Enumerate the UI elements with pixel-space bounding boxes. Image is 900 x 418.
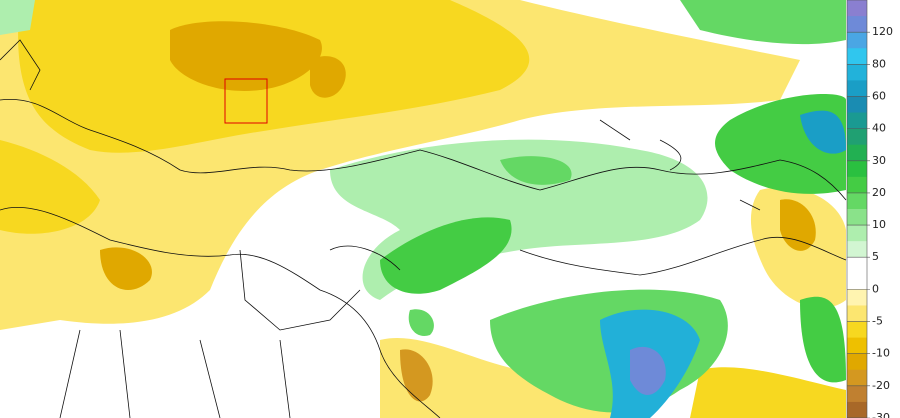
dry-area — [400, 349, 433, 402]
colorbar-tick-label: 120 — [872, 25, 893, 38]
boundary — [239, 245, 401, 331]
colorbar-tick-label: 5 — [872, 250, 879, 263]
colorbar-band — [847, 192, 867, 210]
colorbar-band — [847, 401, 867, 418]
colorbar-band — [847, 144, 867, 162]
colorbar-tick-label: 30 — [872, 154, 886, 167]
colorbar-tick-label: -30 — [872, 411, 890, 418]
map — [0, 0, 847, 418]
colorbar-tick-label: -20 — [872, 379, 890, 392]
colorbar-band — [847, 128, 867, 146]
colorbar-band — [847, 0, 867, 17]
colorbar-band — [847, 385, 867, 403]
colorbar-tick-label: 10 — [872, 218, 886, 231]
colorbar-band — [847, 241, 867, 258]
colorbar: 120 80 60 40 30 20 10 5 0 -5 -10 -20 -30 — [846, 0, 900, 418]
colorbar-band — [847, 337, 867, 355]
colorbar-band — [847, 209, 867, 226]
colorbar-band — [847, 112, 867, 130]
wet-area — [630, 346, 666, 395]
dry-area — [100, 247, 152, 290]
colorbar-frame — [846, 0, 868, 418]
colorbar-tick-label: 0 — [872, 282, 879, 295]
selection-box — [224, 78, 268, 124]
colorbar-band — [847, 353, 867, 371]
colorbar-tick-label: 80 — [872, 57, 886, 70]
colorbar-tick-label: 60 — [872, 89, 886, 102]
colorbar-band — [847, 80, 867, 97]
colorbar-band — [847, 96, 867, 114]
dry-area — [170, 21, 322, 91]
colorbar-tick-label: 40 — [872, 122, 886, 135]
wet-area — [408, 309, 434, 336]
colorbar-band — [847, 369, 867, 387]
boundary — [0, 206, 441, 418]
colorbar-band — [847, 305, 867, 323]
colorbar-band — [847, 16, 867, 33]
boundary — [0, 98, 847, 201]
colorbar-band — [847, 225, 867, 242]
colorbar-band — [847, 176, 867, 194]
colorbar-tick-label: -10 — [872, 347, 890, 360]
boundary — [0, 39, 761, 211]
colorbar-band — [847, 321, 867, 339]
wet-area — [380, 217, 512, 294]
wet-area — [680, 0, 846, 45]
wet-area — [800, 110, 846, 154]
colorbar-band — [847, 160, 867, 178]
colorbar-band — [847, 48, 867, 65]
colorbar-band — [847, 257, 867, 274]
colorbar-tick-label: 20 — [872, 186, 886, 199]
boundary — [59, 329, 291, 418]
wet-area — [0, 0, 35, 35]
wet-area — [500, 156, 572, 185]
wet-area — [800, 296, 846, 383]
dry-area — [0, 140, 100, 234]
colorbar-band — [847, 289, 867, 306]
colorbar-band — [847, 64, 867, 81]
dry-area — [690, 367, 846, 418]
dry-area — [310, 56, 346, 98]
colorbar-tick-label: -5 — [872, 315, 883, 328]
colorbar-band — [847, 32, 867, 49]
colorbar-band — [847, 273, 867, 290]
boundary — [519, 236, 847, 276]
